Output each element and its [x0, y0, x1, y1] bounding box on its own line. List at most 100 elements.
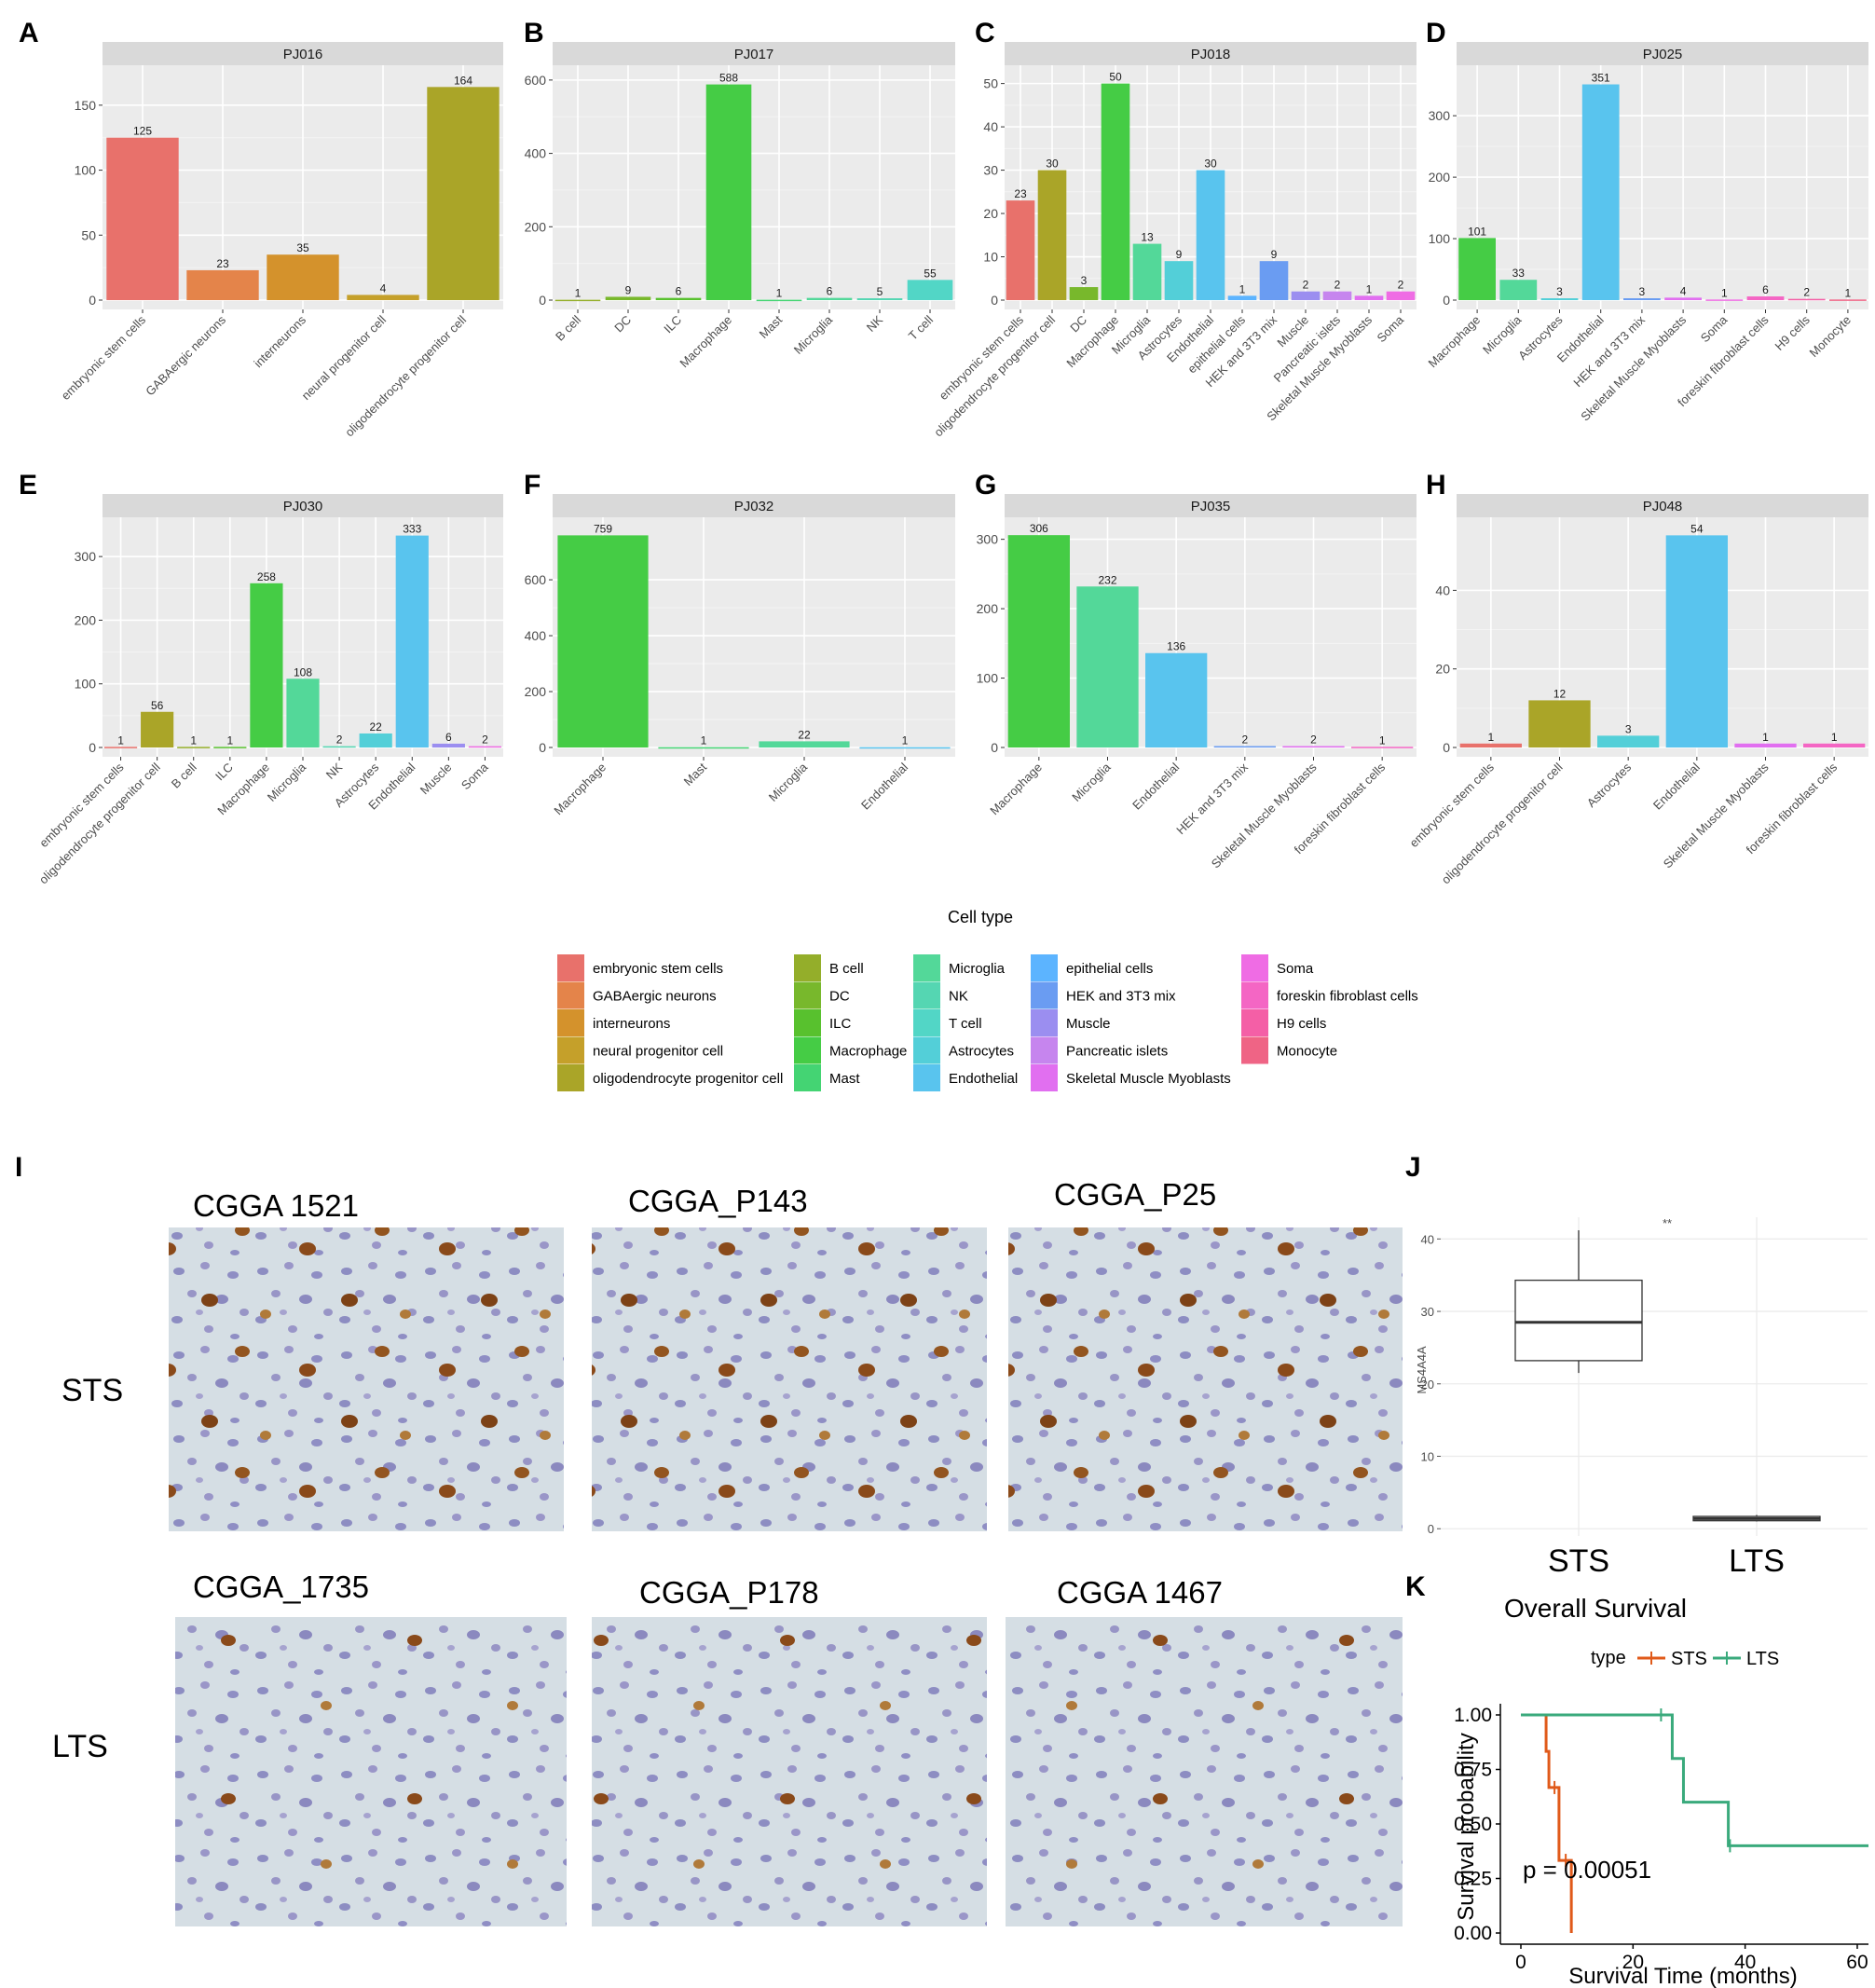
facet-title: PJ018	[1191, 47, 1231, 62]
bar-value-label: 6	[676, 285, 682, 298]
y-axis-title: MS4A4A	[1415, 1346, 1429, 1394]
x-tick-label: 0	[1515, 1952, 1526, 1973]
legend-label: LTS	[1746, 1649, 1779, 1669]
x-tick-label: H9 cells	[1772, 312, 1813, 353]
bar-skeletal-muscle-myoblasts	[1664, 297, 1702, 300]
survival-curve-lts	[1521, 1713, 1868, 1847]
row-label-lts: LTS	[52, 1729, 108, 1764]
x-tick-label: Endothelial	[858, 760, 910, 812]
bar-value-label: 588	[719, 72, 738, 85]
legend-label: DC	[829, 989, 850, 1005]
legend-label: epithelial cells	[1066, 961, 1153, 977]
bar-value-label: 2	[1334, 279, 1341, 292]
bar-microglia	[1499, 280, 1538, 300]
bar-panel-d: PJ0250100200300101Macrophage33Microglia3…	[1426, 42, 1868, 423]
y-tick-label: 200	[525, 684, 547, 699]
box-iqr	[1514, 1279, 1643, 1362]
legend-item-astrocytes: Astrocytes	[913, 1036, 1014, 1064]
survival-panel: Overall Survival type STS LTS 0.00 0.25 0.50 0.…	[1454, 1594, 1868, 1988]
bar-value-label: 258	[257, 570, 276, 583]
bar-skeletal-muscle-myoblasts	[1354, 295, 1384, 300]
facet-strip	[1005, 42, 1417, 65]
bar-value-label: 1	[1721, 286, 1728, 299]
legend-swatch	[557, 954, 584, 981]
legend-item-monocyte: Monocyte	[1241, 1036, 1337, 1064]
bar-macrophage	[250, 583, 283, 747]
bar-skeletal-muscle-myoblasts	[1734, 743, 1797, 747]
bar-value-label: 2	[482, 734, 488, 747]
legend-item-oligodendrocyte-progenitor-cell: oligodendrocyte progenitor cell	[557, 1064, 783, 1091]
legend-item-hek-and-3t3-mix: HEK and 3T3 mix	[1031, 981, 1176, 1009]
box-lts: LTS	[1692, 1515, 1821, 1579]
legend-item-mast: Mast	[794, 1064, 860, 1091]
legend-swatch	[1241, 954, 1268, 981]
bar-value-label: 13	[1141, 231, 1154, 244]
bar-endothelial	[859, 747, 951, 749]
bar-endothelial	[1665, 535, 1728, 747]
facet-title: PJ017	[734, 47, 774, 62]
bar-value-label: 1	[1379, 734, 1386, 747]
panel-letter-c: C	[975, 18, 995, 48]
bar-value-label: 1	[1762, 731, 1769, 744]
y-tick-label: 400	[525, 146, 547, 161]
bar-value-label: 35	[296, 241, 309, 254]
bar-t-cell	[907, 280, 953, 300]
tissue-stain	[592, 1227, 987, 1531]
y-tick-label: 30	[983, 163, 998, 178]
bar-hek-and-3t3-mix	[1259, 261, 1289, 300]
bar-hek-and-3t3-mix	[1213, 746, 1276, 748]
x-tick-label: DC	[1067, 313, 1089, 336]
legend-label: ILC	[829, 1016, 852, 1032]
bar-monocyte	[1829, 299, 1867, 301]
x-tick-label: Microglia	[791, 312, 836, 357]
facet-title: PJ032	[734, 499, 774, 514]
y-tick-label: 0.00	[1454, 1923, 1492, 1944]
legend-label: B cell	[829, 961, 864, 977]
legend-swatch	[1031, 1064, 1058, 1091]
legend-swatch	[794, 1009, 821, 1036]
y-tick-label: 300	[75, 549, 97, 564]
y-tick-label: 20	[1435, 662, 1450, 677]
bar-value-label: 9	[625, 283, 632, 296]
bar-value-label: 9	[1271, 248, 1278, 261]
legend-item-embryonic-stem-cells: embryonic stem cells	[557, 954, 723, 981]
legend-label: GABAergic neurons	[593, 989, 717, 1005]
legend-label: neural progenitor cell	[593, 1044, 723, 1060]
bar-value-label: 12	[1553, 687, 1567, 700]
bar-value-label: 1	[1487, 731, 1494, 744]
legend-swatch	[557, 981, 584, 1009]
bar-muscle	[431, 743, 465, 747]
bar-foreskin-fibroblast-cells	[1746, 296, 1785, 300]
legend-item-t-cell: T cell	[913, 1009, 982, 1036]
bar-neural-progenitor-cell	[347, 295, 419, 300]
x-tick-label: Endothelial	[1650, 760, 1703, 812]
bar-value-label: 23	[216, 257, 229, 270]
bar-value-label: 1	[776, 287, 783, 300]
x-tick-label: embryonic stem cells	[59, 312, 149, 403]
ihc-image-title: CGGA_1735	[193, 1570, 369, 1604]
panel-letter-j: J	[1405, 1152, 1421, 1183]
survival-curve-sts	[1521, 1713, 1573, 1933]
legend-label: oligodendrocyte progenitor cell	[593, 1071, 783, 1087]
bar-microglia	[286, 679, 320, 747]
legend-title: Cell type	[948, 908, 1013, 926]
tissue-stain	[592, 1617, 987, 1926]
bar-embryonic-stem-cells	[106, 137, 179, 300]
y-tick-label: 0	[89, 740, 96, 755]
bar-microglia	[759, 741, 850, 747]
bar-mast	[756, 299, 802, 302]
ihc-image-title: CGGA 1467	[1057, 1575, 1223, 1610]
x-tick-label: T cell	[906, 312, 936, 342]
legend-swatch	[1031, 981, 1058, 1009]
legend-label: Muscle	[1066, 1016, 1111, 1032]
legend-item-ilc: ILC	[794, 1009, 852, 1036]
plot-background	[1457, 65, 1868, 309]
legend-item-dc: DC	[794, 981, 850, 1009]
legend-item-epithelial-cells: epithelial cells	[1031, 954, 1153, 981]
bar-value-label: 1	[1366, 282, 1373, 295]
facet-strip	[553, 494, 955, 517]
y-tick-label: 200	[977, 601, 999, 616]
x-tick-label: Soma	[1374, 312, 1406, 345]
ihc-image-title: CGGA_P143	[628, 1184, 808, 1218]
